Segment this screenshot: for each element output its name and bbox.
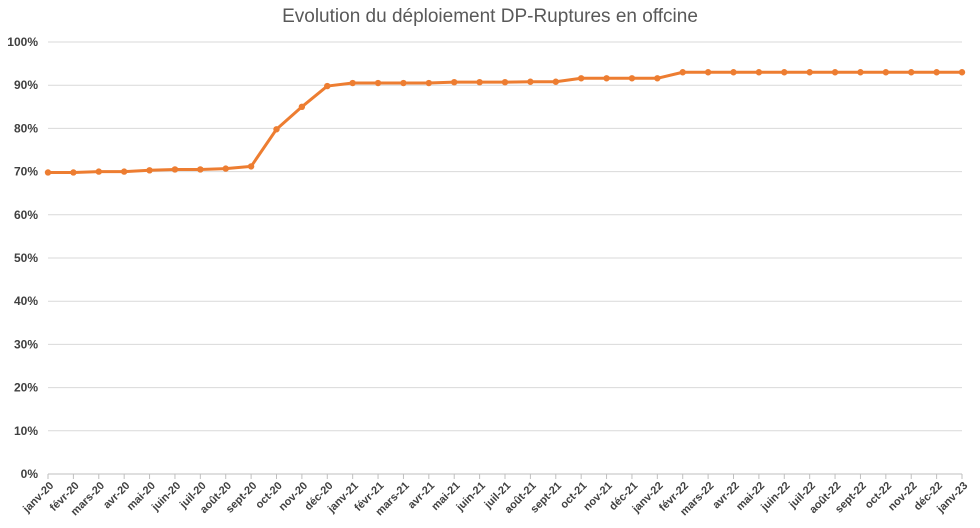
data-point [882, 69, 890, 76]
data-point [831, 69, 839, 76]
data-point [476, 78, 483, 86]
data-point [958, 69, 966, 76]
data-point [552, 78, 559, 85]
data-point [654, 75, 661, 82]
data-point [324, 82, 331, 90]
y-tick-label: 50% [14, 251, 38, 265]
data-point [171, 166, 179, 173]
data-point [120, 168, 128, 175]
data-point [730, 69, 737, 76]
data-point [400, 79, 407, 87]
data-point [577, 75, 585, 82]
y-tick-label: 80% [14, 121, 38, 135]
data-point [527, 78, 534, 85]
data-point [197, 166, 204, 173]
data-point [349, 79, 356, 87]
data-point [628, 75, 636, 82]
chart-title: Evolution du déploiement DP-Ruptures en … [282, 6, 698, 27]
data-point [806, 69, 813, 76]
data-point [603, 75, 610, 82]
data-point [374, 79, 382, 87]
data-point [781, 69, 788, 76]
data-point [679, 69, 686, 76]
x-tick-label: janv-20 [20, 480, 56, 516]
data-point [44, 169, 52, 176]
data-point [247, 163, 255, 170]
data-point [933, 69, 940, 76]
data-point [146, 167, 153, 174]
y-tick-label: 20% [14, 381, 38, 395]
data-point [908, 69, 915, 76]
data-point [704, 69, 712, 76]
data-point [298, 103, 306, 111]
y-tick-label: 90% [14, 78, 38, 92]
y-tick-label: 10% [14, 424, 38, 438]
y-tick-label: 40% [14, 294, 38, 308]
y-tick-label: 60% [14, 208, 38, 222]
data-point [95, 168, 102, 175]
data-point [755, 69, 763, 76]
data-point [222, 165, 229, 172]
y-tick-label: 30% [14, 337, 38, 351]
y-tick-label: 70% [14, 165, 38, 179]
data-point [857, 69, 864, 76]
series-line [46, 70, 964, 174]
data-point [425, 79, 433, 87]
data-point [501, 78, 509, 86]
data-point [70, 169, 77, 176]
data-point [451, 78, 458, 86]
data-point [273, 126, 280, 133]
y-tick-label: 0% [21, 467, 39, 481]
y-tick-label: 100% [7, 35, 38, 49]
